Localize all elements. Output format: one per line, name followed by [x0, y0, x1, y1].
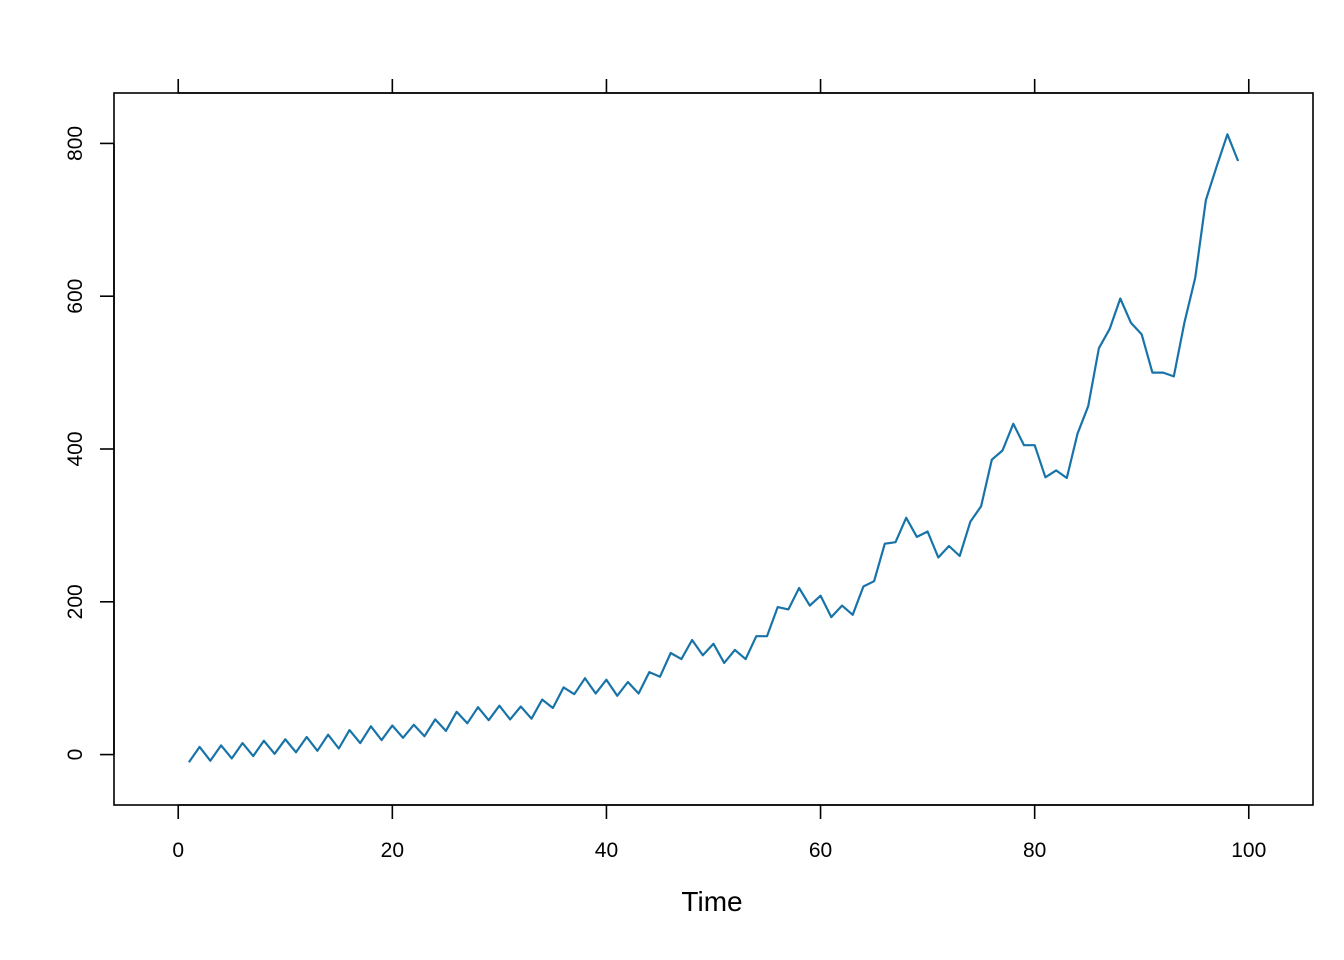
x-axis-bottom: 0 20 40 60 80 100: [172, 804, 1266, 862]
plot-frame: [113, 92, 1314, 806]
y-tick-label: 600: [64, 279, 87, 314]
y-tick-label: 0: [64, 749, 87, 761]
y-tick-label: 400: [64, 431, 87, 466]
series-line: [187, 133, 1240, 763]
y-tick-label: 200: [64, 584, 87, 619]
x-tick-label: 20: [381, 839, 404, 862]
x-tick-label: 0: [172, 839, 184, 862]
x-axis-top: [177, 79, 1250, 94]
x-axis-title: Time: [681, 886, 742, 917]
x-tick-label: 60: [809, 839, 832, 862]
x-tick-label: 100: [1231, 839, 1266, 862]
x-tick-label: 80: [1023, 839, 1046, 862]
y-axis-left: 0 200 400 600 800: [64, 126, 115, 761]
x-tick-label: 40: [595, 839, 618, 862]
y-tick-label: 800: [64, 126, 87, 161]
